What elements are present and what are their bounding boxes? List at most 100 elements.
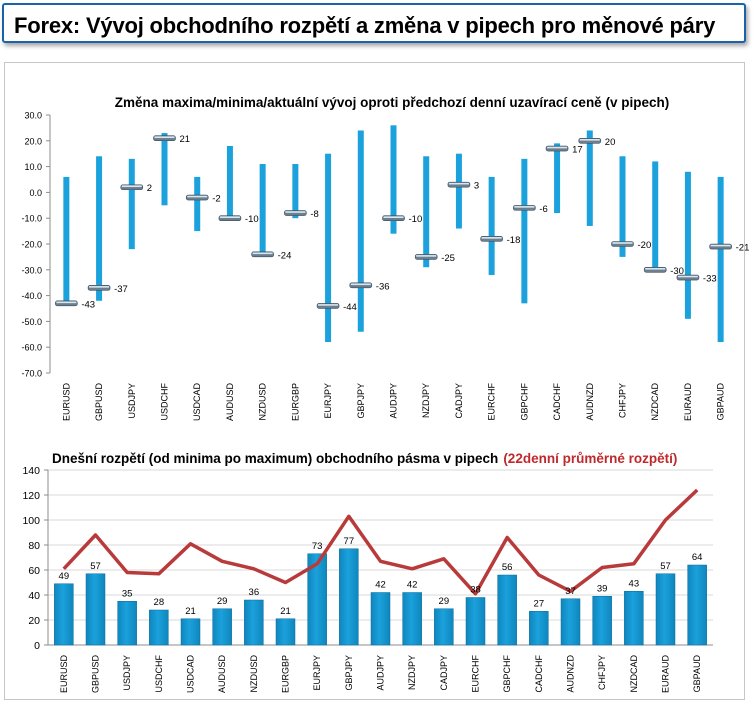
spread-bar — [497, 574, 517, 646]
current-value-label: 20 — [605, 137, 616, 148]
spread-x-tick-label: EURJPY — [312, 655, 322, 691]
current-value-label: -18 — [507, 235, 521, 246]
range-y-tick-label: -40.0 — [21, 291, 42, 301]
current-marker-highlight — [645, 268, 666, 270]
current-value-label: -24 — [278, 250, 292, 261]
range-bar — [357, 130, 364, 332]
current-value-label: -44 — [343, 302, 357, 313]
range-y-tick-label: -50.0 — [21, 317, 42, 327]
spread-bar-label: 35 — [122, 588, 133, 599]
range-bar — [128, 158, 135, 250]
spread-bar-label: 21 — [185, 606, 196, 617]
spread-bar — [402, 592, 422, 646]
range-y-tick-label: -60.0 — [21, 343, 42, 353]
spread-bar-label: 29 — [217, 596, 228, 607]
spread-bar-label: 56 — [502, 562, 513, 573]
current-value-label: -10 — [409, 214, 423, 225]
spread-y-tick-label: 0 — [34, 640, 40, 652]
range-bar — [586, 130, 593, 226]
range-bar — [161, 133, 168, 206]
current-marker-highlight — [318, 304, 339, 306]
range-x-tick-label: CADJPY — [454, 383, 464, 419]
range-y-tick-label: -10.0 — [21, 214, 42, 224]
range-bar — [325, 153, 332, 343]
spread-bar — [275, 618, 296, 646]
current-marker-highlight — [89, 286, 110, 288]
range-x-tick-label: EURAUD — [683, 383, 693, 422]
range-y-tick-label: -70.0 — [21, 369, 42, 379]
range-x-tick-label: AUDJPY — [389, 383, 399, 419]
current-marker-highlight — [187, 195, 208, 198]
current-value-label: -30 — [670, 266, 684, 277]
spread-x-tick-label: GBPCHF — [502, 655, 512, 693]
current-marker-highlight — [448, 182, 469, 185]
current-marker-highlight — [677, 275, 698, 278]
range-bar — [619, 156, 626, 257]
range-x-tick-label: EURCHF — [487, 382, 497, 420]
range-x-tick-label: CADCHF — [552, 382, 562, 420]
range-y-tick-label: -20.0 — [21, 240, 42, 250]
spread-y-tick-label: 80 — [28, 540, 40, 552]
range-bar — [488, 176, 495, 275]
current-marker-highlight — [56, 301, 77, 304]
spread-bar-label: 29 — [439, 596, 450, 607]
spread-x-tick-label: EURAUD — [661, 655, 671, 694]
spread-bar — [117, 601, 137, 646]
range-y-tick-label: 10.0 — [24, 162, 42, 172]
spread-bar-label: 39 — [597, 583, 608, 594]
range-x-tick-label: CHFJPY — [618, 383, 628, 418]
current-marker-highlight — [383, 216, 404, 218]
spread-x-tick-label: USDCAD — [186, 655, 196, 694]
spread-bar-label: 21 — [280, 606, 291, 617]
range-bar — [96, 156, 103, 301]
range-y-tick-label: 20.0 — [24, 136, 42, 146]
range-bar — [554, 143, 561, 214]
spread-bar-label: 49 — [59, 571, 70, 582]
current-value-label: -33 — [703, 274, 717, 285]
range-x-tick-label: GBPJPY — [356, 383, 366, 419]
spread-bar — [465, 597, 486, 646]
spread-x-tick-label: AUDNZD — [566, 655, 576, 693]
spread-y-tick-label: 20 — [28, 615, 40, 627]
current-value-label: -25 — [441, 253, 455, 264]
average-range-line — [62, 488, 699, 596]
current-value-label: -21 — [736, 243, 750, 254]
spread-x-tick-label: AUDJPY — [376, 655, 386, 691]
spread-chart-title-main: Dnešní rozpětí (od minima po maximum) ob… — [52, 451, 498, 466]
range-chart-title: Změna maxima/minima/aktuální vývoj oprot… — [115, 95, 669, 110]
current-marker-highlight — [547, 146, 568, 149]
range-y-tick-label: 30.0 — [24, 111, 42, 121]
range-bar — [684, 171, 691, 319]
range-bar — [423, 156, 430, 268]
current-value-label: -36 — [376, 281, 390, 292]
spread-bar — [212, 608, 232, 646]
range-bar — [259, 164, 266, 257]
spread-x-tick-label: GBPUSD — [91, 655, 101, 694]
spread-x-tick-label: USDJPY — [122, 655, 132, 691]
range-bar — [292, 164, 299, 219]
spread-bar — [180, 618, 201, 646]
range-x-tick-label: NZDCAD — [650, 383, 660, 421]
range-x-tick-label: AUDUSD — [225, 383, 235, 422]
spread-x-tick-label: EURGBP — [281, 655, 291, 693]
spread-bar — [624, 591, 644, 646]
spread-bar-label: 42 — [375, 580, 386, 591]
current-marker-highlight — [154, 136, 175, 139]
range-x-tick-label: GBPCHF — [519, 383, 529, 421]
spread-x-tick-label: NZDCAD — [629, 655, 639, 693]
range-x-tick-label: AUDNZD — [585, 383, 595, 421]
spread-x-tick-label: USDCHF — [154, 654, 164, 692]
range-bar — [521, 158, 528, 304]
current-marker-highlight — [481, 237, 502, 239]
current-marker-highlight — [710, 244, 731, 247]
spread-bar-label: 77 — [344, 536, 355, 547]
range-x-tick-label: EURUSD — [61, 383, 71, 422]
range-bar — [194, 176, 201, 232]
spread-x-tick-label: AUDUSD — [217, 655, 227, 694]
current-value-label: 21 — [180, 134, 191, 145]
spread-bar — [434, 608, 454, 646]
spread-x-tick-label: NZDJPY — [407, 655, 417, 690]
spread-bar-label: 42 — [407, 580, 418, 591]
spread-x-tick-label: EURCHF — [471, 654, 481, 692]
current-value-label: -6 — [539, 204, 547, 215]
